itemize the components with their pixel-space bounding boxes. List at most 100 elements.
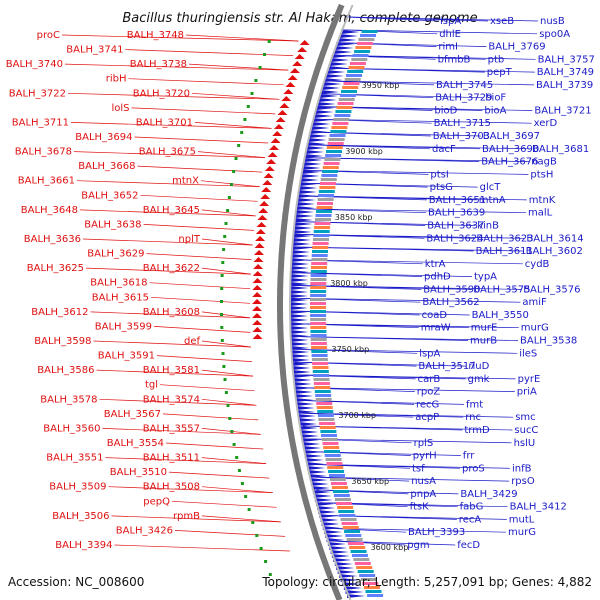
forward-gene-arrow — [293, 378, 312, 382]
forward-gene-arrow — [293, 234, 312, 238]
forward-gene-arrow — [291, 258, 310, 262]
forward-gene-label: amiF — [522, 297, 547, 308]
forward-gene-label: BALH_3715 — [434, 118, 491, 129]
forward-gene-label: bfmbB — [438, 54, 471, 65]
forward-gene-arrow — [297, 198, 316, 202]
label-leader-line — [150, 296, 251, 304]
reverse-gene-label: BALH_3615 — [92, 292, 149, 303]
forward-gene-label: BALH_3739 — [536, 80, 593, 91]
forward-gene-arrow — [322, 526, 341, 530]
forward-gene-label: BALH_3429 — [460, 489, 517, 500]
forward-gene-label: typA — [474, 272, 497, 283]
reverse-gene-label: ribH — [106, 74, 127, 85]
gene-feature-mark — [338, 98, 355, 101]
reverse-gene-label: BALH_3661 — [18, 176, 75, 187]
gene-feature-mark — [335, 110, 352, 113]
reverse-gene-arrow — [264, 166, 275, 171]
forward-gene-arrow — [294, 226, 313, 230]
label-leader-line — [108, 486, 273, 494]
reverse-gene-label: BALH_3510 — [110, 467, 167, 478]
reverse-gene-arrow — [252, 292, 263, 297]
gene-feature-mark — [349, 62, 366, 65]
label-leader-line — [61, 34, 299, 42]
forward-gene-arrow — [308, 138, 327, 142]
forward-gene-label: priA — [517, 387, 537, 398]
scale-tick-label: 3650 kbp — [351, 477, 389, 486]
feature-dot — [232, 170, 236, 173]
forward-gene-label: murE — [471, 323, 498, 334]
label-leader-line — [313, 118, 532, 124]
forward-gene-arrow — [290, 290, 309, 294]
forward-gene-label: BALH_3538 — [520, 336, 577, 347]
reverse-gene-arrow — [252, 285, 263, 290]
gene-feature-mark — [356, 566, 373, 569]
label-leader-line — [298, 400, 465, 405]
forward-gene-arrow — [290, 270, 309, 274]
label-leader-line — [201, 267, 251, 275]
feature-dot — [226, 209, 230, 212]
gene-feature-mark — [310, 286, 327, 289]
gene-feature-mark — [353, 558, 370, 561]
gene-feature-mark — [322, 442, 339, 445]
forward-gene-arrow — [290, 322, 309, 326]
reverse-gene-arrow — [253, 250, 264, 255]
gene-feature-mark — [318, 418, 335, 421]
gene-feature-mark — [324, 450, 340, 453]
forward-gene-arrow — [295, 218, 313, 222]
forward-gene-arrow — [341, 30, 360, 34]
forward-gene-arrow — [306, 146, 325, 150]
forward-gene-arrow — [307, 142, 326, 146]
gene-feature-mark — [342, 526, 359, 529]
forward-gene-arrow — [301, 438, 320, 442]
gene-feature-mark — [336, 502, 352, 505]
reverse-gene-arrow — [273, 124, 284, 129]
forward-gene-label: fmt — [466, 399, 483, 410]
forward-gene-arrow — [290, 314, 309, 318]
gene-feature-mark — [317, 198, 334, 201]
forward-gene-arrow — [330, 550, 349, 554]
feature-dot — [228, 417, 232, 420]
gene-feature-mark — [327, 466, 344, 469]
gene-feature-mark — [310, 306, 326, 309]
reverse-gene-arrow — [260, 194, 271, 199]
reverse-gene-arrow — [256, 222, 267, 227]
reverse-gene-label: BALH_3554 — [107, 438, 164, 449]
forward-gene-label: xseB — [490, 16, 514, 27]
forward-gene-arrow — [313, 118, 332, 122]
gene-feature-mark — [360, 34, 376, 37]
forward-gene-arrow — [290, 282, 309, 286]
gene-feature-mark — [348, 66, 365, 69]
forward-gene-arrow — [294, 222, 313, 226]
scale-tick-label: 3900 kbp — [345, 147, 383, 156]
scale-tick-label: 3600 kbp — [371, 543, 409, 552]
feature-dot — [234, 157, 238, 160]
forward-gene-label: murG — [508, 527, 536, 538]
reverse-gene-label: BALH_3581 — [143, 365, 200, 376]
reverse-gene-label: BALH_3722 — [9, 88, 66, 99]
forward-gene-label: infB — [512, 463, 532, 474]
label-leader-line — [153, 326, 251, 333]
forward-gene-arrow — [291, 350, 310, 354]
scale-tick-label: 3850 kbp — [335, 213, 373, 222]
label-leader-line — [67, 92, 280, 100]
gene-feature-mark — [334, 114, 351, 117]
gene-feature-mark — [351, 554, 368, 557]
feature-dot — [244, 495, 248, 498]
reverse-gene-arrow — [279, 103, 290, 108]
forward-gene-arrow — [320, 518, 339, 522]
label-leader-line — [292, 272, 473, 277]
forward-gene-arrow — [318, 98, 337, 102]
forward-gene-label: BALH_3517 — [418, 361, 475, 372]
feature-dot — [220, 287, 224, 290]
forward-gene-label: recA — [459, 514, 482, 525]
forward-gene-label: ptsH — [530, 169, 553, 180]
gene-feature-mark — [340, 518, 357, 521]
forward-gene-arrow — [290, 298, 308, 302]
forward-gene-arrow — [345, 590, 364, 594]
forward-gene-label: ptsI — [430, 169, 448, 180]
forward-gene-arrow — [292, 362, 311, 366]
forward-gene-arrow — [329, 546, 348, 550]
gene-feature-mark — [349, 546, 366, 549]
forward-gene-label: mutL — [509, 514, 535, 525]
